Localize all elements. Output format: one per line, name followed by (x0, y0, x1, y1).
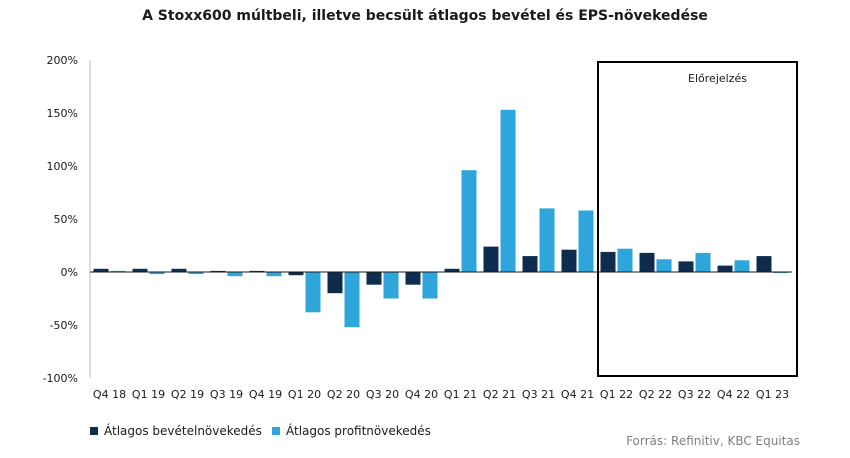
x-tick-label: Q2 22 (639, 388, 672, 401)
y-tick-label: 50% (54, 213, 78, 226)
bar-revenue (210, 270, 226, 272)
x-tick-label: Q4 20 (405, 388, 438, 401)
forecast-box (597, 61, 798, 377)
legend-item-revenue: Átlagos bevételnövekedés (90, 424, 262, 438)
bar-revenue (327, 272, 343, 294)
x-tick-label: Q1 23 (756, 388, 789, 401)
x-tick-label: Q1 22 (600, 388, 633, 401)
legend-item-profit: Átlagos profitnövekedés (272, 424, 431, 438)
x-tick-label: Q3 20 (366, 388, 399, 401)
bar-revenue (639, 252, 655, 272)
x-tick-label: Q1 21 (444, 388, 477, 401)
x-tick-label: Q4 18 (93, 388, 126, 401)
y-tick-label: -100% (43, 372, 78, 385)
y-tick-label: 0% (61, 266, 78, 279)
bar-profit (461, 170, 477, 272)
bar-profit (695, 252, 711, 272)
legend-label-revenue: Átlagos bevételnövekedés (104, 424, 262, 438)
bar-revenue (249, 270, 265, 272)
x-tick-label: Q1 20 (288, 388, 321, 401)
bar-revenue (171, 268, 187, 272)
y-tick-label: 100% (47, 160, 78, 173)
bar-profit (344, 272, 360, 328)
x-tick-label: Q4 19 (249, 388, 282, 401)
y-tick-label: -50% (50, 319, 78, 332)
bar-revenue (756, 256, 772, 272)
bar-revenue (132, 268, 148, 272)
bar-profit (188, 272, 204, 275)
bar-profit (617, 248, 633, 272)
source-note: Forrás: Refinitiv, KBC Equitas (626, 434, 800, 448)
bar-profit (422, 272, 438, 299)
legend-swatch-revenue (90, 427, 98, 435)
chart-title: A Stoxx600 múltbeli, illetve becsült átl… (142, 8, 708, 24)
bars-group (93, 109, 789, 328)
bar-revenue (678, 261, 694, 272)
y-axis-ticks: 200% 150% 100% 50% 0% -50% -100% (43, 54, 78, 385)
bar-revenue (405, 272, 421, 285)
x-tick-label: Q2 19 (171, 388, 204, 401)
bar-profit (305, 272, 321, 313)
forecast-label: Előrejelzés (688, 72, 747, 85)
bar-profit (578, 210, 594, 272)
bar-revenue (717, 265, 733, 272)
legend-swatch-profit (272, 427, 280, 435)
bar-revenue (522, 256, 538, 272)
bar-profit (383, 272, 399, 299)
y-tick-label: 200% (47, 54, 78, 67)
bar-profit (149, 272, 165, 275)
bar-profit (656, 259, 672, 272)
bar-profit (500, 109, 516, 272)
bar-revenue (288, 272, 304, 276)
x-tick-label: Q3 19 (210, 388, 243, 401)
bar-profit (539, 208, 555, 272)
bar-revenue (483, 246, 499, 272)
x-tick-label: Q4 21 (561, 388, 594, 401)
bar-profit (734, 260, 750, 272)
bar-revenue (561, 249, 577, 272)
x-tick-label: Q4 22 (717, 388, 750, 401)
x-tick-label: Q2 20 (327, 388, 360, 401)
bar-profit (227, 272, 243, 277)
x-tick-label: Q2 21 (483, 388, 516, 401)
bar-profit (266, 272, 282, 277)
bar-revenue (93, 268, 109, 272)
x-tick-label: Q1 19 (132, 388, 165, 401)
bar-revenue (366, 272, 382, 285)
bar-profit (110, 270, 126, 272)
x-axis-ticks: Q4 18 Q1 19 Q2 19 Q3 19 Q4 19 Q1 20 Q2 20 Q3 20… (93, 388, 789, 401)
legend-label-profit: Átlagos profitnövekedés (286, 424, 431, 438)
x-tick-label: Q3 21 (522, 388, 555, 401)
x-tick-label: Q3 22 (678, 388, 711, 401)
bar-revenue (444, 268, 460, 272)
bar-revenue (600, 251, 616, 272)
y-tick-label: 150% (47, 107, 78, 120)
